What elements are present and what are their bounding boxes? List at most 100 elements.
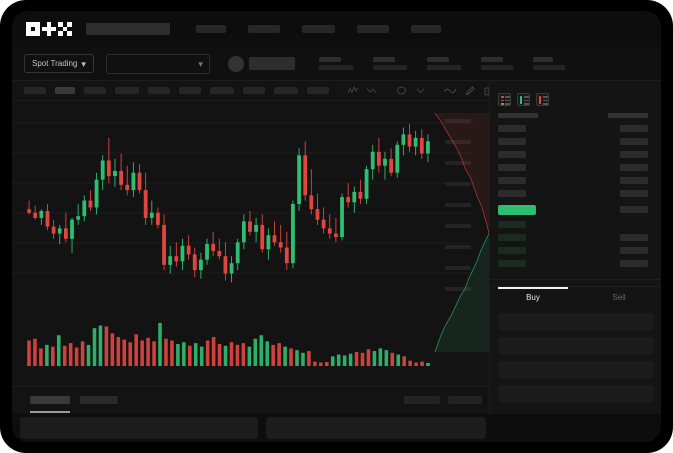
- orderbook-ask-amount: [620, 177, 648, 184]
- stat-volume-24h: [532, 57, 565, 70]
- bottom-cards-bar: [12, 414, 661, 442]
- timeframe-chip-7[interactable]: [210, 87, 234, 94]
- orderbook-bid-row[interactable]: [498, 247, 526, 254]
- logo-glyph-o: [26, 22, 40, 36]
- compare-icon[interactable]: [396, 86, 407, 95]
- nav-item-3[interactable]: [302, 25, 335, 33]
- order-type-field[interactable]: [498, 313, 654, 331]
- stat-volume-24h-value: [532, 65, 565, 70]
- orderbook-bid-row[interactable]: [498, 234, 526, 241]
- timeframe-chip-6[interactable]: [179, 87, 201, 94]
- orderbook-last-price[interactable]: [498, 205, 536, 215]
- stat-high-24h: [426, 57, 461, 70]
- tab-open-orders[interactable]: [30, 396, 70, 404]
- pencil-icon[interactable]: [464, 85, 476, 97]
- stat-change-24h-label: [372, 57, 395, 62]
- pair-name-label: [248, 57, 295, 70]
- logo-glyph-k: [42, 22, 56, 36]
- timeframe-chips: [24, 87, 338, 94]
- line-chart-icon[interactable]: [444, 86, 456, 95]
- orderbook-view-toggles: [498, 93, 549, 106]
- indicator-icon[interactable]: [367, 86, 378, 95]
- chart-type-icon[interactable]: [348, 86, 359, 95]
- orderbook-view-bids-icon[interactable]: [517, 93, 530, 106]
- bottom-card-promo[interactable]: [266, 417, 486, 439]
- stat-change-24h-value: [372, 65, 407, 70]
- orderbook-bid-row[interactable]: [498, 260, 526, 267]
- orderbook-bid-amount: [620, 247, 648, 254]
- orderbook-ask-amount: [620, 125, 648, 132]
- chart-toolbar: [12, 81, 536, 101]
- amount-field[interactable]: [498, 361, 654, 379]
- candlestick-chart[interactable]: [12, 101, 489, 301]
- timeframe-chip-10[interactable]: [307, 87, 329, 94]
- stat-change-24h: [372, 57, 407, 70]
- nav-links: [196, 25, 463, 33]
- orderbook-ask-row[interactable]: [498, 138, 526, 145]
- action-hide-other-pairs[interactable]: [404, 396, 440, 404]
- spot-trading-label: Spot Trading: [32, 59, 78, 68]
- spot-trading-selector[interactable]: Spot Trading ▾: [24, 54, 94, 73]
- volume-histogram: [27, 322, 430, 366]
- stat-low-24h: [480, 57, 513, 70]
- nav-item-5[interactable]: [411, 25, 441, 33]
- chevron-down-icon: ▾: [81, 58, 86, 69]
- timeframe-chip-9[interactable]: [274, 87, 298, 94]
- tab-buy[interactable]: Buy: [526, 293, 540, 302]
- orderbook-view-asks-icon[interactable]: [536, 93, 549, 106]
- price-field[interactable]: [498, 337, 654, 355]
- global-search-input[interactable]: [86, 23, 170, 35]
- price-chart-panel[interactable]: [12, 101, 489, 386]
- stat-last-price: [318, 57, 353, 70]
- buy-sell-tabs: Buy Sell: [490, 286, 661, 308]
- orderbook-header-amount: [608, 113, 648, 118]
- pair-coin-avatar: [227, 55, 244, 72]
- timeframe-icon[interactable]: [415, 86, 426, 95]
- stat-low-24h-label: [480, 57, 503, 62]
- stat-low-24h-value: [480, 65, 513, 70]
- logo-glyph-x: [58, 22, 72, 36]
- timeframe-chip-1[interactable]: [24, 87, 46, 94]
- orderbook-bid-row[interactable]: [498, 221, 526, 228]
- stat-high-24h-label: [426, 57, 449, 62]
- okx-logo[interactable]: [26, 22, 72, 36]
- orderbook-ask-row[interactable]: [498, 151, 526, 158]
- tab-sell[interactable]: Sell: [612, 293, 626, 302]
- buy-tab-underline: [498, 287, 568, 289]
- total-field[interactable]: [498, 385, 654, 403]
- top-navigation-bar: [12, 11, 661, 47]
- timeframe-chip-4[interactable]: [115, 87, 139, 94]
- stat-last-price-value: [318, 65, 353, 70]
- stat-high-24h-value: [426, 65, 461, 70]
- timeframe-chip-8[interactable]: [243, 87, 265, 94]
- action-cancel-all[interactable]: [448, 396, 482, 404]
- tab-order-history[interactable]: [80, 396, 118, 404]
- orderbook-ask-row[interactable]: [498, 177, 526, 184]
- nav-item-2[interactable]: [248, 25, 280, 33]
- trading-pair-dropdown[interactable]: ▾: [105, 53, 210, 74]
- orderbook-bid-amount: [620, 234, 648, 241]
- app-screen: Spot Trading ▾ ▾: [12, 11, 661, 442]
- chevron-down-icon: ▾: [198, 58, 203, 69]
- orders-tab-bar: [12, 386, 489, 414]
- orderbook-view-both-icon[interactable]: [498, 93, 511, 106]
- market-header-bar: Spot Trading ▾ ▾: [12, 47, 661, 81]
- bottom-card-assets[interactable]: [20, 417, 258, 439]
- market-depth-chart: [434, 112, 489, 353]
- panel-divider: [490, 279, 661, 280]
- active-tab-underline: [30, 411, 70, 413]
- orderbook-ask-amount: [620, 151, 648, 158]
- orderbook-ask-row[interactable]: [498, 190, 526, 197]
- timeframe-chip-3[interactable]: [84, 87, 106, 94]
- orderbook-bid-amount: [620, 260, 648, 267]
- market-stats: [318, 57, 585, 70]
- orderbook-last-amount: [620, 206, 648, 213]
- orderbook-ask-row[interactable]: [498, 164, 526, 171]
- timeframe-chip-5[interactable]: [148, 87, 170, 94]
- nav-item-1[interactable]: [196, 25, 226, 33]
- orderbook-ask-amount: [620, 138, 648, 145]
- orderbook-ask-row[interactable]: [498, 125, 526, 132]
- timeframe-chip-2[interactable]: [55, 87, 75, 94]
- nav-item-4[interactable]: [357, 25, 389, 33]
